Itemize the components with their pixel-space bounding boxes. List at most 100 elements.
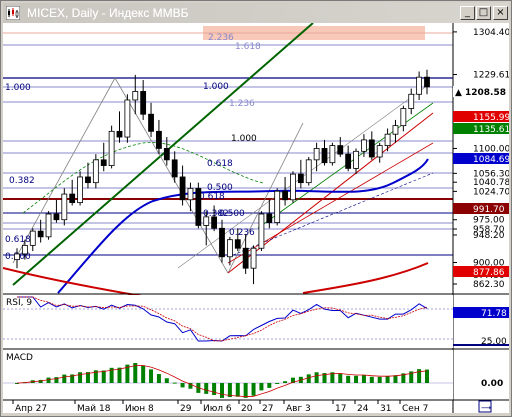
ma-blue-label: 1084.69 (473, 155, 509, 165)
trend-line-green (12, 22, 314, 286)
minimize-button[interactable]: _ (460, 6, 475, 20)
candle-body (258, 213, 265, 249)
candle-body (297, 173, 304, 184)
rsi-current-label: 71.78 (481, 309, 507, 319)
candle-body (124, 99, 131, 138)
macd-bar (125, 364, 130, 383)
price-tick-label: 1024.70 (473, 187, 509, 197)
candle-body (203, 216, 210, 226)
autoscroll-icon[interactable]: ⟶ (481, 404, 491, 412)
candle-body (305, 159, 312, 184)
candle-body (361, 139, 367, 152)
macd-title: MACD (6, 353, 33, 363)
macd-bar (46, 377, 51, 383)
macd-bar (62, 374, 67, 383)
macd-bar (70, 374, 75, 383)
chart-svg[interactable]: 2.236 1.618 1.000 1.236 1.000 1.000 0.61… (2, 22, 510, 414)
chart-area[interactable]: 2.236 1.618 1.000 1.236 1.000 1.000 0.61… (2, 22, 510, 414)
macd-bar (385, 376, 390, 383)
candle-body (384, 133, 391, 146)
macd-bar (409, 371, 414, 383)
time-tick-label: 20 (241, 404, 253, 413)
green-level-marker (453, 123, 509, 134)
candle-body (290, 173, 296, 201)
macd-bar (354, 375, 359, 383)
candle-body (132, 91, 139, 101)
channel-line-dashed (232, 172, 434, 256)
ma-red-label: 877.86 (473, 268, 505, 278)
macd-bar (204, 383, 209, 394)
macd-bar (109, 367, 114, 383)
candle-body (313, 148, 320, 161)
ma-blue-marker (453, 153, 509, 164)
macd-bar (425, 369, 429, 383)
macd-bar (322, 373, 327, 383)
candle-body (416, 76, 423, 95)
macd-bar (117, 367, 122, 383)
ma-line-red-right (302, 262, 429, 294)
candle-body (21, 244, 28, 255)
rsi-level-bar (453, 344, 509, 346)
close-button[interactable]: × (493, 6, 508, 20)
title-bar[interactable]: MICEX, Daily - Индекс ММВБ _ □ × (3, 3, 509, 23)
macd-bar (283, 381, 288, 383)
candles-group (14, 69, 430, 285)
candle-body (329, 145, 336, 164)
fib-label: 0.382 (9, 176, 35, 186)
fib-label: 1.000 (231, 134, 257, 144)
rsi-current-marker (453, 307, 509, 318)
support-marker (453, 203, 509, 214)
fib-label: 0.618 (199, 192, 225, 202)
time-axis-labels: Апр 27 Май 18 Июн 8 29 Июл 6 20 27 Авг 3 17 24 31 С… (12, 400, 428, 414)
candle-body (45, 213, 52, 238)
support-label: 991.70 (473, 205, 505, 215)
macd-bar (38, 379, 43, 383)
candle-body (266, 213, 273, 223)
candle-body (211, 216, 218, 229)
candle-body (368, 139, 375, 158)
price-tick-label: 1304.40 (473, 28, 509, 38)
macd-bar (149, 369, 154, 383)
rsi-pane[interactable] (3, 295, 453, 348)
macd-bar (101, 370, 106, 383)
candle-body (392, 125, 399, 135)
candle-body (100, 159, 107, 166)
price-tick-label: 948.20 (473, 231, 505, 241)
macd-bar (259, 383, 264, 391)
macd-bar (227, 383, 232, 398)
macd-bar (78, 372, 83, 383)
fib-label: 0.618 (207, 159, 233, 169)
current-price-marker (453, 86, 509, 97)
red-level-label: 1155.99 (473, 113, 509, 123)
candle-body (226, 239, 233, 258)
candle-body (345, 153, 352, 169)
macd-bar (290, 377, 295, 383)
autoscroll-button[interactable] (478, 400, 492, 413)
candle-body (116, 130, 123, 138)
candle-body (156, 130, 162, 149)
time-tick-label: Сен 7 (402, 404, 428, 413)
ma-red-marker (453, 266, 509, 277)
price-tick-label: 1229.61 (473, 71, 509, 81)
macd-bar (15, 383, 19, 384)
candle-body (14, 253, 20, 261)
macd-bar (235, 383, 240, 397)
candle-body (376, 145, 383, 158)
macd-histogram (15, 363, 429, 398)
time-tick-label: Апр 27 (15, 404, 47, 413)
candle-body (242, 247, 249, 269)
time-tick-label: Июл 6 (203, 404, 232, 413)
candle-body (187, 187, 194, 201)
price-tick-label: 1056.30 (473, 169, 509, 179)
ma-line-dashed-green (22, 142, 264, 214)
macd-bar (275, 383, 280, 384)
macd-bar (338, 373, 343, 383)
macd-signal-line (16, 365, 428, 398)
maximize-button[interactable]: □ (476, 6, 491, 20)
macd-bar (314, 372, 319, 383)
candle-body (148, 113, 154, 132)
time-tick-label: Июн 8 (125, 404, 154, 413)
candle-body (282, 190, 288, 201)
macd-bar (188, 383, 193, 389)
